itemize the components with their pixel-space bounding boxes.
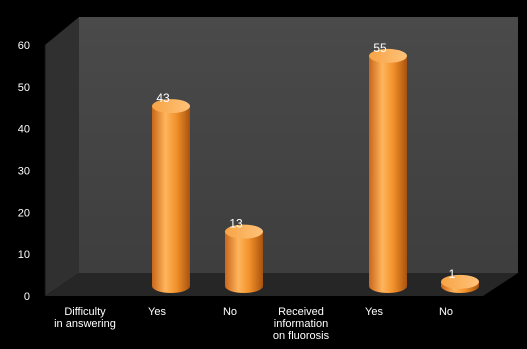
x-tick-label: No [439,306,453,318]
x-axis-labels: Difficulty in answering Yes No Received infor… [54,306,453,342]
y-tick-label: 30 [18,166,30,178]
bar: 43 [152,91,190,293]
bar-top [225,224,263,239]
x-tick-label: Yes [148,306,166,318]
x-tick-label: No [223,306,237,318]
x-tick-label: Received information on fluorosis [273,306,330,342]
side-wall [45,17,79,296]
y-axis-ticks: 0 10 20 30 40 50 60 [18,40,30,303]
bar-body [152,106,190,293]
y-tick-label: 0 [24,291,30,303]
back-wall [79,17,518,273]
bar-value-label: 13 [229,217,243,231]
y-tick-label: 40 [18,124,30,136]
bar-top [441,274,479,289]
bar: 55 [369,41,407,293]
plot-walls [44,17,518,296]
bar: 1 [441,267,479,293]
y-tick-label: 20 [18,207,30,219]
bar-top [369,48,407,63]
y-tick-label: 10 [18,249,30,261]
bars: 43 13 55 1 [152,41,479,293]
bar: 13 [225,217,263,293]
y-tick-label: 60 [18,40,30,52]
x-tick-label: Yes [365,306,383,318]
y-tick-label: 50 [18,82,30,94]
bar-body [225,231,263,293]
bar-value-label: 55 [373,41,387,55]
bar-body [369,55,407,293]
bar-value-label: 1 [449,267,456,281]
x-tick-label: Difficulty in answering [54,306,116,330]
bar-top [152,99,190,114]
bar-value-label: 43 [156,91,170,105]
